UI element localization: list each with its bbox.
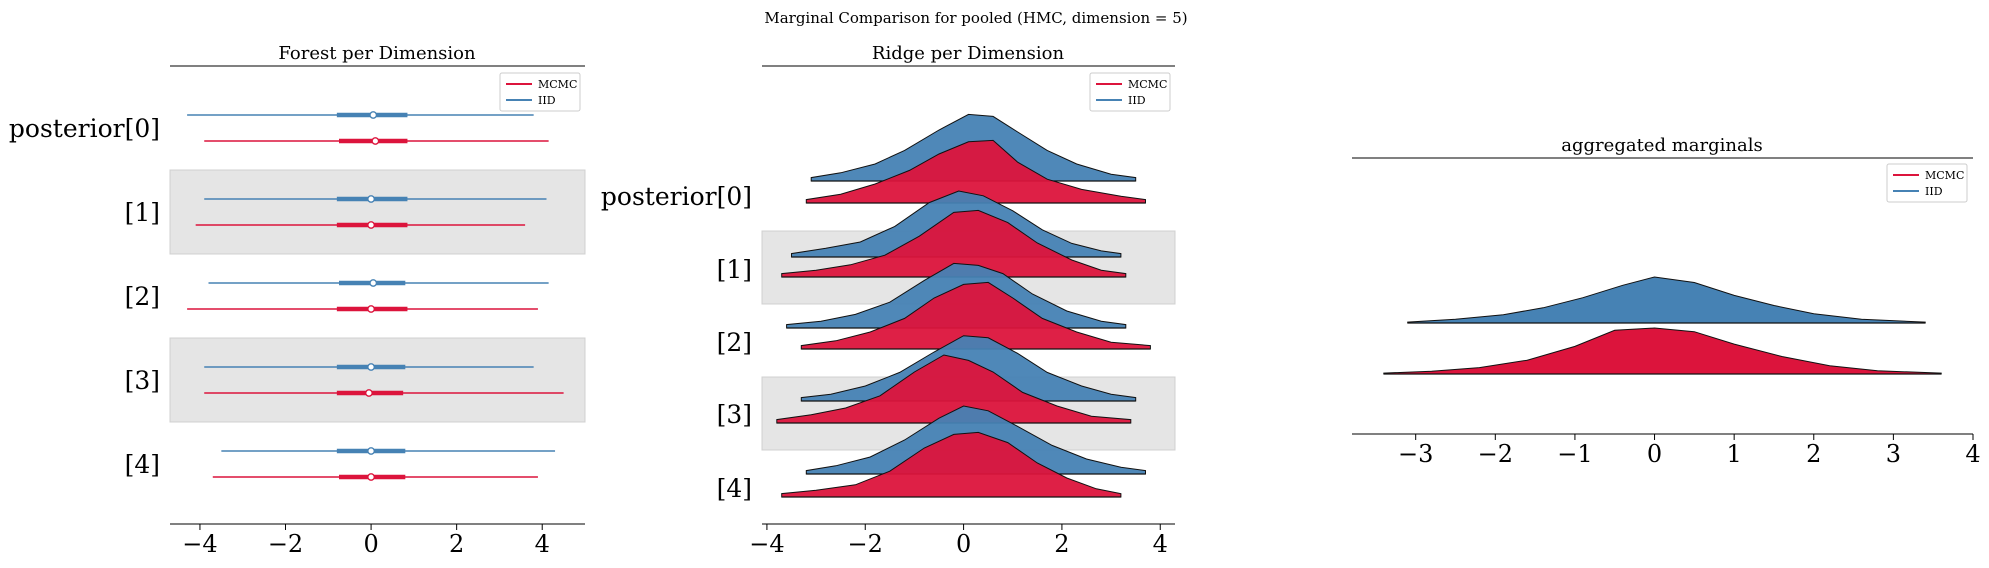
ridge-density-mcmc bbox=[805, 139, 1146, 204]
x-tick-label: 2 bbox=[1806, 440, 1821, 468]
legend-iid-label: IID bbox=[1128, 94, 1146, 107]
ridge-density-mcmc bbox=[800, 281, 1151, 350]
forest-row-label: [2] bbox=[125, 282, 160, 311]
forest-median-point bbox=[371, 137, 380, 145]
ridge-row-label: [4] bbox=[717, 474, 752, 503]
forest-band bbox=[169, 169, 586, 255]
x-tick-label: 2 bbox=[449, 530, 464, 558]
ridge-row-label: [2] bbox=[717, 328, 752, 357]
ridge-marks bbox=[776, 113, 1151, 498]
forest-median-point bbox=[367, 447, 375, 455]
forest-bands bbox=[169, 169, 586, 423]
x-tick-label: −3 bbox=[1398, 440, 1433, 468]
forest-median-point bbox=[367, 473, 375, 481]
aggregated-panel: aggregated marginals −3 −2 −1 0 1 2 3 4 MCMC IID bbox=[1352, 135, 1981, 468]
forest-median-point bbox=[369, 279, 378, 287]
forest-median-point bbox=[369, 111, 378, 119]
x-tick-label: 0 bbox=[1647, 440, 1662, 468]
legend-mcmc-label: MCMC bbox=[1925, 169, 1964, 182]
ridge-title: Ridge per Dimension bbox=[872, 43, 1065, 64]
forest-median-point bbox=[367, 221, 375, 229]
aggregated-marks bbox=[1383, 276, 1942, 375]
x-tick-label: 2 bbox=[1054, 530, 1069, 558]
legend-iid-label: IID bbox=[1925, 185, 1943, 198]
forest-median-point bbox=[367, 305, 375, 313]
ridge-density-mcmc bbox=[776, 354, 1132, 424]
x-tick-label: 4 bbox=[535, 530, 550, 558]
forest-median-point bbox=[365, 389, 373, 397]
forest-legend: MCMC IID bbox=[499, 72, 581, 112]
legend-frame bbox=[1886, 163, 1968, 203]
aggregated-density-iid bbox=[1407, 276, 1926, 324]
forest-x-axis: −4 −2 0 2 4 bbox=[170, 523, 585, 558]
x-tick-label: 3 bbox=[1886, 440, 1901, 468]
ridge-row-label: [1] bbox=[717, 255, 752, 284]
forest-row-label: [3] bbox=[125, 366, 160, 395]
forest-panel: Forest per Dimension posterior[0] [1] [2] [… bbox=[9, 43, 586, 558]
ridge-x-axis: −4 −2 0 2 4 bbox=[749, 523, 1175, 558]
x-tick-label: −4 bbox=[749, 530, 784, 558]
x-tick-label: 4 bbox=[1965, 440, 1980, 468]
x-tick-label: −2 bbox=[848, 530, 883, 558]
x-tick-label: 4 bbox=[1153, 530, 1168, 558]
figure-suptitle: Marginal Comparison for pooled (HMC, dim… bbox=[764, 9, 1187, 27]
x-tick-label: 1 bbox=[1727, 440, 1742, 468]
legend-frame bbox=[499, 72, 581, 112]
forest-row-label: [1] bbox=[125, 198, 160, 227]
forest-title: Forest per Dimension bbox=[278, 43, 476, 64]
aggregated-x-axis: −3 −2 −1 0 1 2 3 4 bbox=[1352, 433, 1981, 468]
ridge-panel: Ridge per Dimension posterior[0] [1] [2] [3… bbox=[601, 43, 1176, 558]
x-tick-label: −4 bbox=[182, 530, 217, 558]
ridge-density-mcmc bbox=[781, 431, 1122, 498]
ridge-row-label: [3] bbox=[717, 400, 752, 429]
x-tick-label: 0 bbox=[363, 530, 378, 558]
x-tick-label: −1 bbox=[1557, 440, 1592, 468]
x-tick-label: 0 bbox=[956, 530, 971, 558]
forest-row-label: [4] bbox=[125, 450, 160, 479]
aggregated-legend: MCMC IID bbox=[1886, 163, 1968, 203]
forest-marks bbox=[187, 111, 564, 481]
ridge-row-label: posterior[0] bbox=[601, 182, 752, 211]
legend-mcmc-label: MCMC bbox=[538, 78, 577, 91]
legend-iid-label: IID bbox=[538, 94, 556, 107]
forest-band bbox=[169, 337, 586, 423]
ridge-density-mcmc bbox=[781, 209, 1127, 278]
forest-median-point bbox=[367, 363, 375, 371]
aggregated-density-mcmc bbox=[1383, 327, 1942, 375]
ridge-legend: MCMC IID bbox=[1089, 72, 1171, 112]
legend-frame bbox=[1089, 72, 1171, 112]
x-tick-label: −2 bbox=[268, 530, 303, 558]
ridge-row-labels: posterior[0] [1] [2] [3] [4] bbox=[601, 182, 752, 503]
aggregated-title: aggregated marginals bbox=[1561, 135, 1762, 156]
legend-mcmc-label: MCMC bbox=[1128, 78, 1167, 91]
forest-row-labels: posterior[0] [1] [2] [3] [4] bbox=[9, 114, 160, 479]
forest-median-point bbox=[367, 195, 375, 203]
x-tick-label: −2 bbox=[1478, 440, 1513, 468]
forest-row-label: posterior[0] bbox=[9, 114, 160, 143]
